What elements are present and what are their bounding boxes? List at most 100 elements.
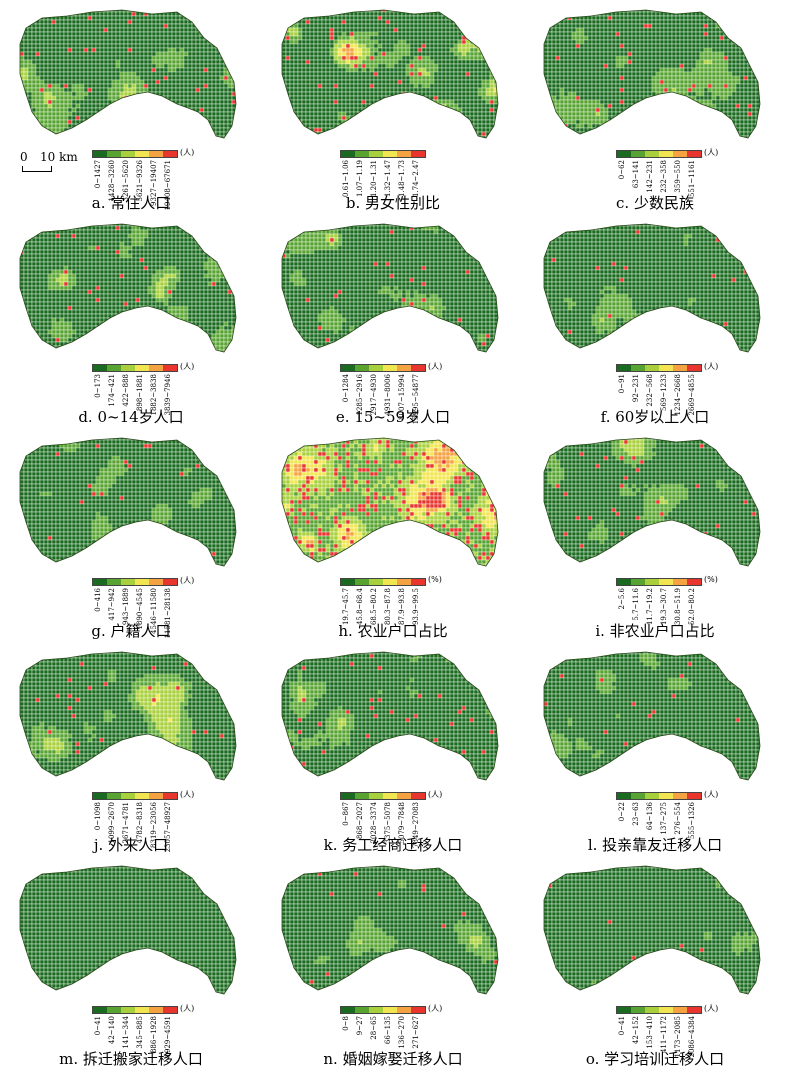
legend-unit: (人): [180, 789, 194, 800]
legend-unit: (人): [704, 147, 718, 158]
legend-swatch: [163, 1007, 177, 1013]
legend-class-label: 0~41: [618, 1016, 626, 1035]
legend-class-label: 142~231: [646, 160, 654, 193]
legend-swatch: [617, 579, 631, 585]
legend-swatches: [92, 364, 178, 372]
region-outline: [281, 651, 499, 781]
map-panel: (人) 0~416 417~942 943~1889 1890~4545 4546~115…: [0, 428, 262, 642]
legend-swatch: [383, 365, 397, 371]
legend-swatch: [93, 793, 107, 799]
map-panel: (人) 0~173 174~421 422~888 898~1881 1882~3838 3…: [0, 214, 262, 428]
legend-swatches: [340, 792, 426, 800]
legend-swatch: [107, 793, 121, 799]
region-outline: [281, 9, 499, 139]
legend-swatch: [645, 151, 659, 157]
legend-class-label: 345~885: [136, 1016, 144, 1049]
legend-swatch: [617, 1007, 631, 1013]
legend-class-label: 136~270: [398, 1016, 406, 1049]
legend-swatch: [645, 1007, 659, 1013]
legend-swatches: [340, 1006, 426, 1014]
grid-cells: [282, 10, 498, 138]
region-outline: [281, 223, 499, 353]
legend-swatch: [383, 579, 397, 585]
region-outline: [543, 223, 761, 353]
legend-swatch: [107, 579, 121, 585]
panel-caption: n. 婚姻嫁娶迁移人口: [262, 1048, 524, 1069]
grid-cells: [20, 866, 236, 994]
legend-swatch: [397, 151, 411, 157]
map-legend: (人) 0~416 417~942 943~1889 1890~4545 4546~115…: [92, 576, 194, 638]
legend-swatch: [93, 579, 107, 585]
choropleth-map: [543, 865, 761, 995]
legend-class-label: 23~63: [632, 802, 640, 826]
legend-swatch: [659, 793, 673, 799]
map-panel: 0.61~1.06 1.07~1.19 1.20~1.31 1.32~1.47 1.48…: [262, 0, 524, 214]
legend-class-label: 0~91: [618, 374, 626, 393]
legend-swatch: [617, 151, 631, 157]
legend-swatch: [135, 579, 149, 585]
legend-swatches: [340, 578, 426, 586]
legend-swatch: [121, 579, 135, 585]
legend-swatch: [369, 579, 383, 585]
legend-unit: (人): [428, 1003, 442, 1014]
panel-caption: k. 务工经商迁移人口: [262, 834, 524, 855]
map-legend: (人) 0~867 868~2027 2028~3374 3375~5078 5079~7…: [340, 790, 442, 848]
legend-swatches: [616, 792, 702, 800]
scale-bar-line: [22, 166, 52, 172]
grid-cells: [20, 10, 236, 138]
legend-swatch: [411, 1007, 425, 1013]
panel-caption: m. 拆迁搬家迁移人口: [0, 1048, 262, 1069]
legend-swatch: [355, 365, 369, 371]
legend-swatch: [397, 1007, 411, 1013]
legend-class-label: 0~62: [618, 160, 626, 179]
legend-unit: (%): [704, 575, 718, 584]
legend-swatch: [369, 151, 383, 157]
panel-caption: o. 学习培训迁移人口: [524, 1048, 786, 1069]
legend-class-label: 28~65: [370, 1016, 378, 1040]
legend-unit: (人): [704, 361, 718, 372]
legend-swatches: [92, 578, 178, 586]
map-legend: (人) 0~1427 1428~3260 3261~5620 5621~9326 9327…: [92, 148, 194, 210]
legend-swatch: [673, 365, 687, 371]
legend-swatch: [355, 151, 369, 157]
legend-class-label: 42~140: [108, 1016, 116, 1044]
choropleth-map: [281, 437, 499, 567]
choropleth-map: [281, 865, 499, 995]
legend-class-label: 64~136: [646, 802, 654, 830]
legend-class-label: 174~421: [108, 374, 116, 407]
legend-swatch: [673, 151, 687, 157]
grid-cells: [20, 438, 236, 566]
legend-swatch: [631, 365, 645, 371]
grid-cells: [282, 224, 498, 352]
legend-unit: (人): [428, 789, 442, 800]
panel-caption: e. 15~59岁人口: [262, 406, 524, 427]
legend-swatch: [355, 1007, 369, 1013]
legend-swatch: [645, 365, 659, 371]
legend-swatches: [92, 150, 178, 158]
legend-swatch: [631, 793, 645, 799]
panel-caption: j. 外来人口: [0, 834, 262, 855]
legend-swatch: [135, 1007, 149, 1013]
legend-swatch: [687, 365, 701, 371]
map-legend: (人) 0~1284 1285~2916 2917~4930 4931~8006 8007…: [340, 362, 442, 424]
legend-class-label: 141~344: [122, 1016, 130, 1049]
legend-swatch: [163, 793, 177, 799]
legend-swatch: [163, 579, 177, 585]
legend-swatches: [92, 792, 178, 800]
region-outline: [543, 437, 761, 567]
choropleth-map: [281, 651, 499, 781]
map-legend: (人) 0~41 42~152 153~410 411~1172 1173~2085 208…: [616, 1004, 718, 1058]
legend-swatch: [107, 1007, 121, 1013]
legend-class-label: 232~358: [660, 160, 668, 193]
legend-swatch: [397, 365, 411, 371]
legend-swatches: [616, 1006, 702, 1014]
legend-swatch: [163, 151, 177, 157]
legend-swatch: [383, 1007, 397, 1013]
legend-class-label: 0~416: [94, 588, 102, 612]
choropleth-map: [543, 651, 761, 781]
grid-cells: [282, 438, 498, 566]
legend-swatch: [617, 793, 631, 799]
legend-swatches: [340, 364, 426, 372]
scale-bar-distance: 10 km: [40, 150, 78, 164]
grid-cells: [544, 10, 760, 138]
